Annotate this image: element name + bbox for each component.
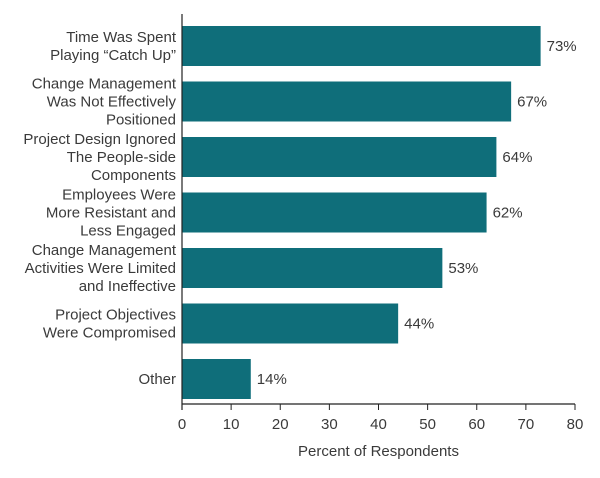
category-label-line: More Resistant and: [46, 205, 176, 222]
category-label-line: Project Objectives: [55, 307, 176, 324]
x-tick-label-4: 40: [370, 416, 387, 433]
bar-2: [182, 137, 497, 177]
x-tick-label-7: 70: [518, 416, 535, 433]
value-label-5: 44%: [404, 316, 434, 333]
value-label-4: 53%: [448, 260, 478, 277]
category-label-line: Positioned: [106, 112, 176, 129]
value-label-6: 14%: [257, 371, 287, 388]
x-tick-label-2: 20: [272, 416, 289, 433]
bar-6: [182, 359, 251, 399]
value-label-0: 73%: [547, 38, 577, 55]
category-label-line: and Ineffective: [79, 278, 176, 295]
category-label-line: Other: [138, 371, 176, 388]
value-label-3: 62%: [493, 205, 523, 222]
category-label-line: Time Was Spent: [66, 29, 177, 46]
category-label-line: Change Management: [32, 76, 177, 93]
category-labels: Time Was Spent Playing “Catch Up” Change M…: [23, 29, 176, 388]
bar-1: [182, 81, 512, 122]
category-label-line: Activities Were Limited: [25, 260, 176, 277]
category-label-line: Were Compromised: [43, 325, 176, 342]
category-label-2: Project Design Ignored The People-side Com…: [23, 131, 176, 184]
category-label-line: Playing “Catch Up”: [50, 47, 176, 64]
category-label-line: Project Design Ignored: [23, 131, 176, 148]
category-label-1: Change Management Was Not Effectively Posi…: [32, 76, 177, 129]
x-axis-ticks: 0 10 20 30 40 50 60 70 80: [178, 404, 584, 433]
bar-5: [182, 303, 399, 344]
category-label-4: Change Management Activities Were Limited…: [25, 242, 177, 295]
x-tick-label-0: 0: [178, 416, 186, 433]
category-label-line: The People-side: [67, 149, 176, 166]
x-tick-label-8: 80: [567, 416, 584, 433]
value-label-2: 64%: [502, 149, 532, 166]
bar-0: [182, 26, 541, 66]
x-tick-label-1: 10: [223, 416, 240, 433]
x-axis-title: Percent of Respondents: [298, 443, 459, 460]
x-tick-label-6: 60: [468, 416, 485, 433]
category-label-5: Project Objectives Were Compromised: [43, 307, 176, 342]
x-tick-label-3: 30: [321, 416, 338, 433]
category-label-0: Time Was Spent Playing “Catch Up”: [50, 29, 177, 64]
x-tick-label-5: 50: [419, 416, 436, 433]
category-label-3: Employees Were More Resistant and Less Eng…: [46, 187, 176, 240]
bar-4: [182, 248, 443, 288]
category-label-6: Other: [138, 371, 176, 388]
category-label-line: Components: [91, 167, 176, 184]
category-label-line: Less Engaged: [80, 223, 176, 240]
bars-group: [182, 26, 541, 399]
category-label-line: Change Management: [32, 242, 177, 259]
value-label-1: 67%: [517, 94, 547, 111]
category-label-line: Was Not Effectively: [47, 94, 177, 111]
category-label-line: Employees Were: [62, 187, 176, 204]
value-labels: 73% 67% 64% 62% 53% 44% 14%: [257, 38, 577, 388]
bar-3: [182, 192, 487, 233]
